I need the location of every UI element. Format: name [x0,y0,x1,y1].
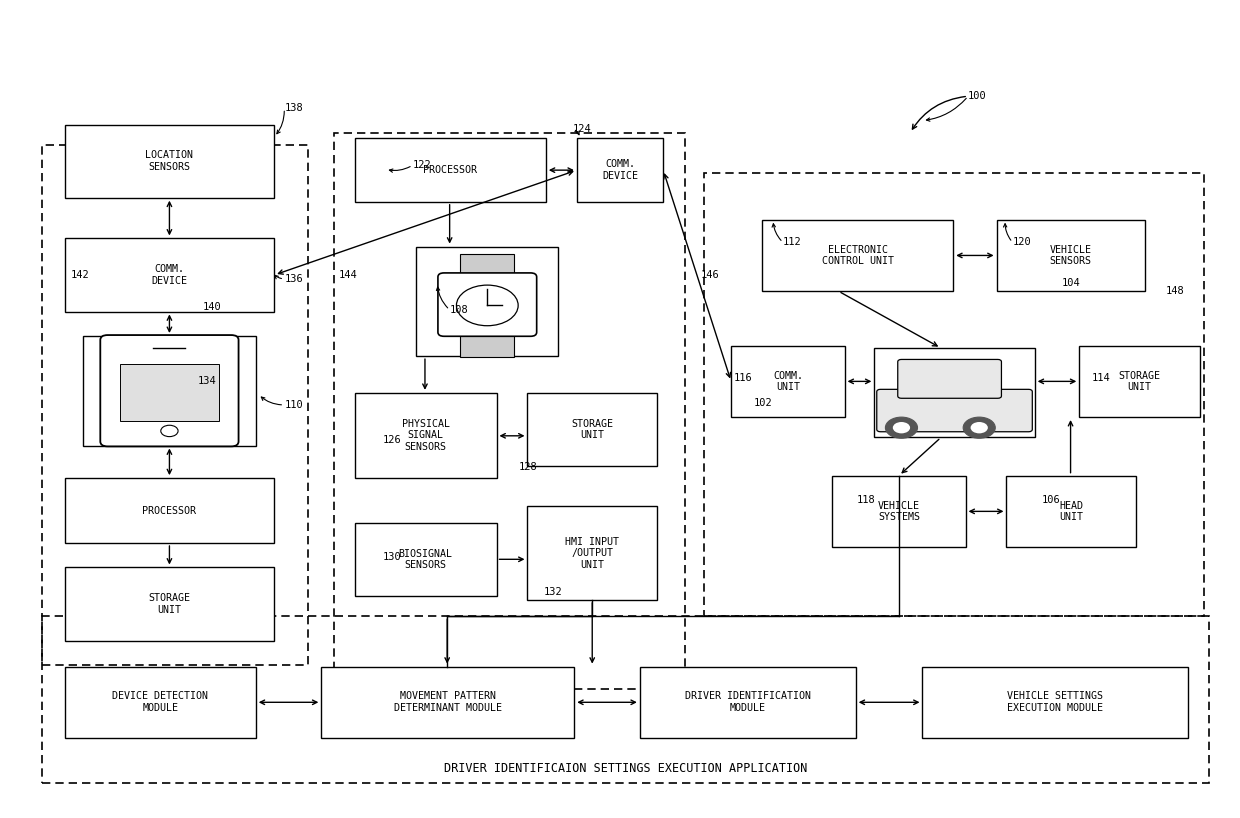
Text: 112: 112 [782,237,802,248]
Text: 124: 124 [573,124,591,133]
FancyBboxPatch shape [832,475,966,547]
Text: VEHICLE SETTINGS
EXECUTION MODULE: VEHICLE SETTINGS EXECUTION MODULE [1007,691,1104,713]
Text: STORAGE
UNIT: STORAGE UNIT [1118,371,1161,392]
Text: BIOSIGNAL
SENSORS: BIOSIGNAL SENSORS [398,549,453,570]
Text: 110: 110 [284,400,303,410]
FancyBboxPatch shape [64,667,255,738]
Text: 146: 146 [701,270,719,280]
Text: 130: 130 [383,552,402,562]
Text: 114: 114 [1091,373,1110,383]
Text: MOVEMENT PATTERN
DETERMINANT MODULE: MOVEMENT PATTERN DETERMINANT MODULE [394,691,502,713]
Text: PROCESSOR: PROCESSOR [143,506,196,515]
Text: STORAGE
UNIT: STORAGE UNIT [572,419,614,440]
Text: 138: 138 [284,103,303,114]
FancyBboxPatch shape [1079,346,1200,417]
Text: HMI INPUT
/OUTPUT
UNIT: HMI INPUT /OUTPUT UNIT [565,537,619,570]
Text: HEAD
UNIT: HEAD UNIT [1059,501,1084,522]
Text: PROCESSOR: PROCESSOR [423,165,477,175]
FancyBboxPatch shape [527,506,657,600]
FancyBboxPatch shape [527,393,657,466]
Text: 142: 142 [71,270,89,280]
FancyBboxPatch shape [355,138,546,202]
Text: 132: 132 [543,587,562,597]
Text: 118: 118 [857,495,875,505]
Text: 144: 144 [339,270,357,280]
Text: 100: 100 [968,92,987,101]
FancyBboxPatch shape [460,332,515,357]
FancyBboxPatch shape [64,568,274,640]
Text: COMM.
DEVICE: COMM. DEVICE [601,160,639,181]
FancyBboxPatch shape [640,667,856,738]
FancyBboxPatch shape [1007,475,1136,547]
Text: 108: 108 [450,305,469,315]
Text: PHYSICAL
SIGNAL
SENSORS: PHYSICAL SIGNAL SENSORS [402,419,450,452]
FancyBboxPatch shape [321,667,574,738]
FancyBboxPatch shape [577,138,663,202]
Text: 116: 116 [734,373,753,383]
Text: STORAGE
UNIT: STORAGE UNIT [149,593,191,615]
FancyBboxPatch shape [64,238,274,312]
Text: 148: 148 [1166,286,1184,296]
FancyBboxPatch shape [874,348,1034,438]
Text: 106: 106 [1042,495,1061,505]
FancyBboxPatch shape [761,220,954,291]
FancyBboxPatch shape [898,359,1002,398]
Text: 126: 126 [383,435,402,445]
Text: DRIVER IDENTIFICAION SETTINGS EXECUTION APPLICATION: DRIVER IDENTIFICAION SETTINGS EXECUTION … [444,762,807,775]
FancyBboxPatch shape [417,246,558,356]
Text: COMM.
DEVICE: COMM. DEVICE [151,264,187,285]
Circle shape [885,417,918,438]
Text: 102: 102 [754,398,773,407]
Text: DEVICE DETECTION
MODULE: DEVICE DETECTION MODULE [112,691,208,713]
FancyBboxPatch shape [83,336,255,446]
Text: 120: 120 [1013,237,1032,248]
Circle shape [971,422,988,434]
Text: 122: 122 [413,160,432,170]
FancyBboxPatch shape [923,667,1188,738]
Text: LOCATION
SENSORS: LOCATION SENSORS [145,151,193,172]
FancyBboxPatch shape [997,220,1145,291]
Circle shape [963,417,996,438]
FancyBboxPatch shape [100,335,238,447]
Text: ELECTRONIC
CONTROL UNIT: ELECTRONIC CONTROL UNIT [822,245,894,266]
Text: 140: 140 [203,303,222,312]
Circle shape [893,422,910,434]
FancyBboxPatch shape [120,364,218,421]
FancyBboxPatch shape [64,478,274,543]
FancyBboxPatch shape [877,389,1033,432]
Text: VEHICLE
SENSORS: VEHICLE SENSORS [1049,245,1091,266]
Text: 104: 104 [1061,278,1081,288]
FancyBboxPatch shape [438,273,537,336]
Text: 134: 134 [198,375,217,385]
Text: 128: 128 [518,462,537,473]
FancyBboxPatch shape [732,346,844,417]
Text: 136: 136 [284,274,303,284]
FancyBboxPatch shape [460,254,515,279]
Text: COMM.
UNIT: COMM. UNIT [773,371,802,392]
Text: DRIVER IDENTIFICATION
MODULE: DRIVER IDENTIFICATION MODULE [684,691,811,713]
Text: VEHICLE
SYSTEMS: VEHICLE SYSTEMS [878,501,920,522]
FancyBboxPatch shape [355,393,496,478]
FancyBboxPatch shape [64,124,274,198]
FancyBboxPatch shape [355,523,496,596]
